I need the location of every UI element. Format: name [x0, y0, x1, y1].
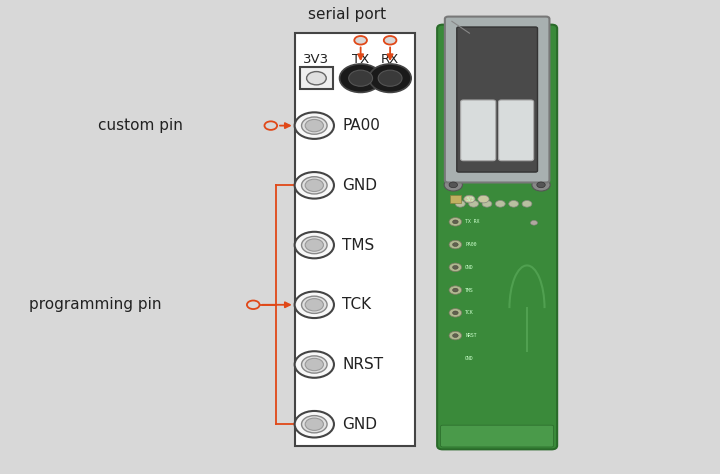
Text: GND: GND [343, 178, 377, 193]
Circle shape [305, 299, 323, 311]
Circle shape [453, 311, 458, 315]
Circle shape [469, 201, 479, 207]
Circle shape [369, 64, 411, 92]
Circle shape [354, 36, 367, 45]
Circle shape [247, 301, 260, 309]
Circle shape [531, 220, 538, 225]
Circle shape [305, 358, 323, 371]
Circle shape [302, 416, 327, 433]
FancyBboxPatch shape [445, 17, 549, 182]
Text: NRST: NRST [465, 333, 477, 338]
Text: programming pin: programming pin [30, 297, 162, 312]
Text: GND: GND [465, 265, 474, 270]
Circle shape [340, 64, 382, 92]
Circle shape [464, 195, 475, 203]
Circle shape [302, 296, 327, 313]
Circle shape [294, 172, 334, 199]
Circle shape [449, 331, 462, 340]
Circle shape [537, 182, 545, 188]
Text: TCK: TCK [465, 310, 474, 315]
Circle shape [384, 36, 397, 45]
Circle shape [449, 218, 462, 226]
FancyBboxPatch shape [461, 100, 496, 161]
Bar [450, 195, 461, 203]
Circle shape [305, 119, 323, 132]
FancyBboxPatch shape [498, 100, 534, 161]
Text: TX: TX [352, 53, 369, 66]
Circle shape [302, 117, 327, 134]
Circle shape [449, 240, 462, 249]
Circle shape [294, 292, 334, 318]
Text: custom pin: custom pin [98, 118, 183, 133]
Circle shape [495, 201, 505, 207]
Circle shape [444, 179, 462, 191]
Text: 3V3: 3V3 [303, 53, 330, 66]
Circle shape [449, 263, 462, 272]
Circle shape [305, 418, 323, 430]
Circle shape [455, 201, 465, 207]
Circle shape [453, 334, 458, 337]
Text: TMS: TMS [343, 237, 374, 253]
Circle shape [264, 121, 277, 130]
Text: 3V3: 3V3 [465, 197, 474, 201]
Circle shape [453, 220, 458, 224]
Text: GND: GND [343, 417, 377, 432]
Text: GND: GND [465, 356, 474, 361]
Circle shape [453, 265, 458, 269]
Circle shape [302, 177, 327, 194]
Circle shape [302, 237, 327, 254]
Bar [300, 67, 333, 90]
Circle shape [449, 182, 457, 188]
Circle shape [307, 72, 326, 85]
Circle shape [378, 70, 402, 86]
Circle shape [294, 232, 334, 258]
Bar [295, 33, 415, 446]
Circle shape [449, 286, 462, 294]
Circle shape [453, 288, 458, 292]
Text: serial port: serial port [307, 7, 386, 22]
Circle shape [302, 356, 327, 373]
Circle shape [453, 243, 458, 246]
Text: TX RX: TX RX [465, 219, 480, 224]
Text: PA00: PA00 [465, 242, 477, 247]
Text: TMS: TMS [465, 288, 474, 292]
Circle shape [294, 351, 334, 378]
FancyBboxPatch shape [456, 27, 538, 172]
Circle shape [294, 112, 334, 139]
Circle shape [449, 309, 462, 317]
Text: PA00: PA00 [343, 118, 380, 133]
Circle shape [305, 179, 323, 191]
Circle shape [509, 201, 518, 207]
FancyBboxPatch shape [441, 425, 554, 447]
FancyBboxPatch shape [437, 25, 557, 449]
Circle shape [305, 239, 323, 251]
Text: NRST: NRST [343, 357, 384, 372]
Circle shape [532, 179, 550, 191]
Circle shape [478, 195, 489, 203]
Circle shape [522, 201, 532, 207]
Circle shape [454, 220, 460, 225]
Text: RX: RX [381, 53, 399, 66]
Circle shape [482, 201, 492, 207]
Text: TCK: TCK [343, 297, 372, 312]
Circle shape [348, 70, 372, 86]
Circle shape [294, 411, 334, 438]
